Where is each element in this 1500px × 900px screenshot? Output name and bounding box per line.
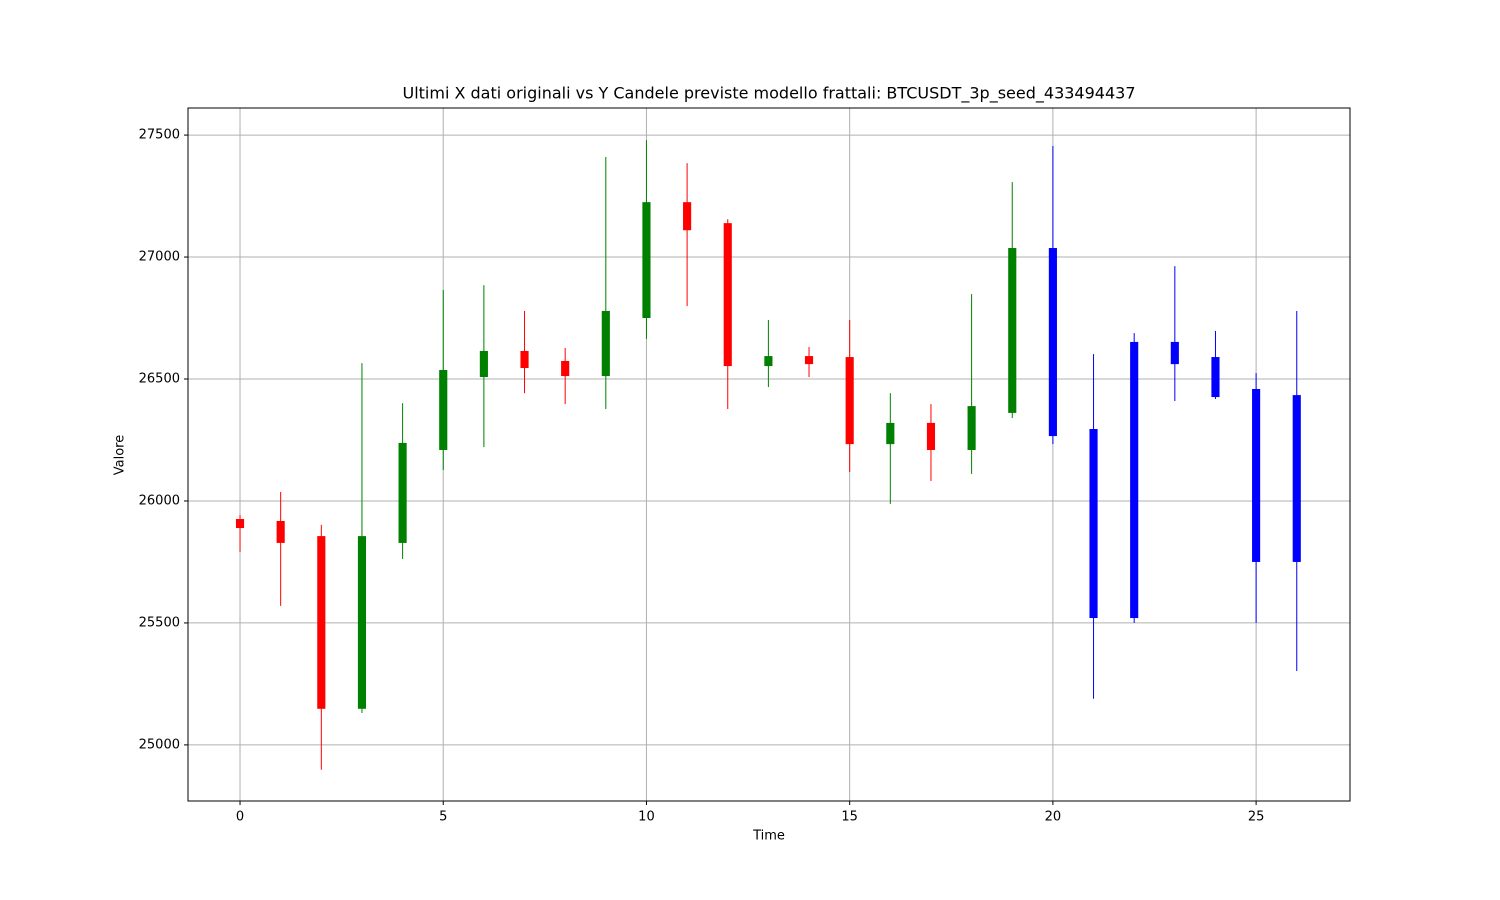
candle-body	[398, 442, 407, 543]
y-tick-label: 26500	[139, 372, 180, 387]
candle-body	[1048, 248, 1057, 437]
candle-body	[886, 422, 895, 445]
x-axis-label: Time	[752, 829, 785, 844]
candle-body	[926, 422, 936, 450]
x-tick-label: 15	[841, 810, 858, 825]
candle-body	[561, 360, 570, 377]
candle-body	[1170, 341, 1179, 365]
candle-body	[317, 536, 326, 709]
candle-body	[1292, 395, 1301, 562]
x-tick-label: 5	[439, 810, 447, 825]
candle-body	[235, 519, 245, 529]
candle-body	[1130, 341, 1139, 619]
candle-body	[601, 310, 610, 377]
candle-body	[723, 223, 732, 367]
candle-body	[357, 536, 367, 709]
x-tick-label: 20	[1045, 810, 1062, 825]
candle-body	[804, 356, 814, 365]
candle-body	[479, 350, 488, 378]
candle-body	[967, 406, 976, 450]
plot-frame	[187, 107, 1351, 802]
x-tick-label: 25	[1248, 810, 1265, 825]
chart-title: Ultimi X dati originali vs Y Candele pre…	[402, 84, 1135, 104]
x-tick-label: 0	[236, 810, 244, 825]
candle-body	[520, 350, 529, 369]
candle-body	[764, 356, 773, 367]
y-axis-label: Valore	[113, 435, 128, 475]
candle-body	[1008, 248, 1017, 413]
candle-body	[276, 520, 285, 543]
candle-body	[1252, 389, 1261, 562]
x-tick-label: 10	[638, 810, 655, 825]
candle-body	[1211, 357, 1220, 398]
y-tick-label: 25500	[139, 615, 180, 630]
candle-body	[439, 369, 448, 450]
candle-body	[845, 357, 854, 445]
y-tick-label: 27500	[139, 128, 180, 143]
y-tick-label: 25000	[139, 737, 180, 752]
candle-body	[1089, 429, 1098, 619]
y-tick-label: 26000	[139, 493, 180, 508]
candle-body	[683, 202, 692, 231]
y-tick-label: 27000	[139, 250, 180, 265]
candle-body	[642, 202, 651, 319]
